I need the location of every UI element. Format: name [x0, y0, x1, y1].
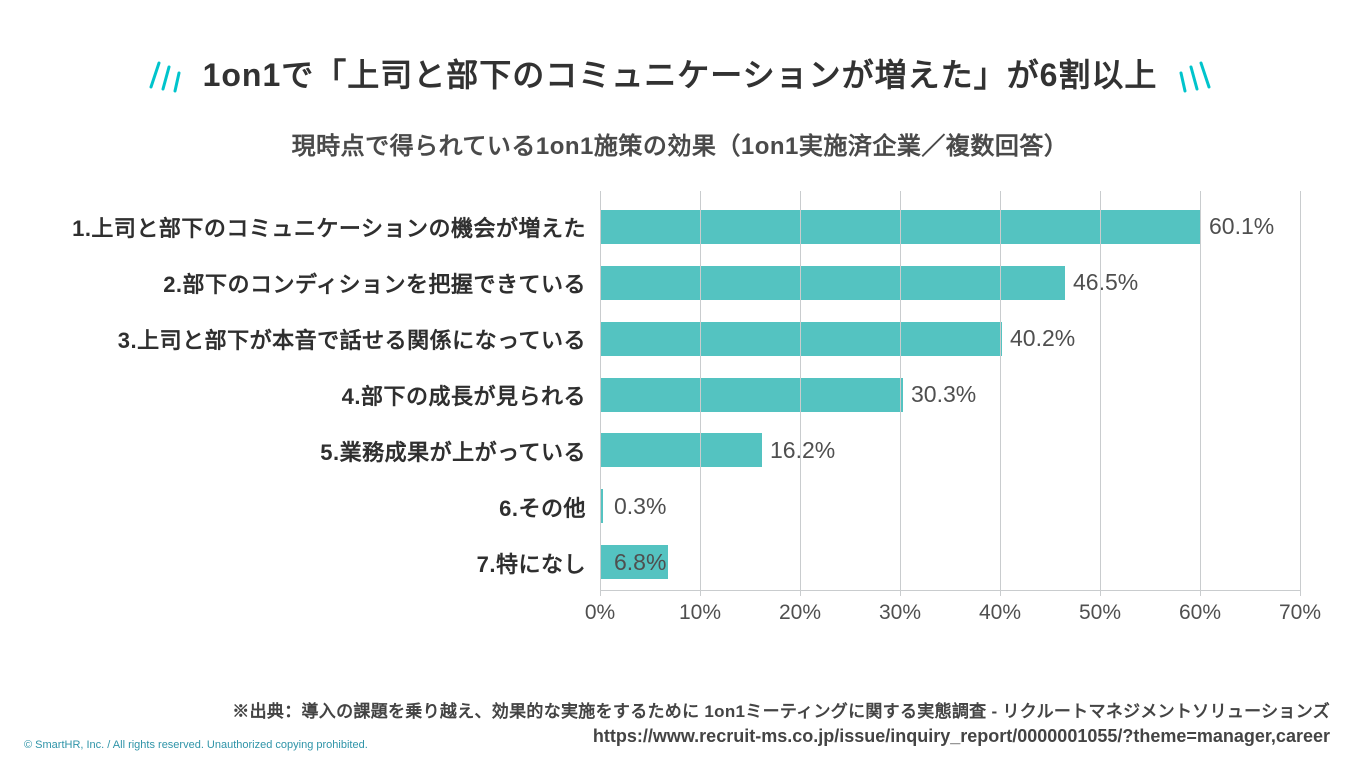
x-tick-label: 70%: [1279, 601, 1321, 625]
gridline: [900, 191, 901, 596]
x-tick-label: 40%: [979, 601, 1021, 625]
y-axis-labels: 1.上司と部下のコミュニケーションの機会が増えた2.部下のコンディションを把握で…: [50, 199, 600, 591]
x-tick-label: 20%: [779, 601, 821, 625]
x-tick-label: 60%: [1179, 601, 1221, 625]
gridline: [1200, 191, 1201, 596]
gridline: [1100, 191, 1101, 596]
bar-value-label: 30.3%: [903, 381, 976, 408]
bar-row: 6.8%: [600, 534, 1300, 590]
gridline: [700, 191, 701, 596]
y-axis-label: 7.特になし: [50, 535, 600, 591]
bar-row: 30.3%: [600, 367, 1300, 423]
bar-row: 0.3%: [600, 478, 1300, 534]
y-axis-label: 1.上司と部下のコミュニケーションの機会が増えた: [50, 199, 600, 255]
bar-row: 40.2%: [600, 311, 1300, 367]
bar-value-label: 40.2%: [1002, 325, 1075, 352]
bar-value-label: 46.5%: [1065, 269, 1138, 296]
gridline: [600, 191, 601, 596]
x-tick-label: 0%: [585, 601, 615, 625]
bar: [600, 322, 1002, 356]
chart-subtitle: 現時点で得られている1on1施策の効果（1on1実施済企業／複数回答）: [50, 126, 1310, 161]
bar-value-label: 60.1%: [1201, 213, 1274, 240]
plot-area: 60.1% 46.5% 40.2% 30.3% 16.2% 0.3% 6.8%: [600, 199, 1300, 591]
title-decoration-left-icon: [145, 53, 181, 93]
bar: [600, 433, 762, 467]
x-tick-label: 50%: [1079, 601, 1121, 625]
y-axis-label: 2.部下のコンディションを把握できている: [50, 255, 600, 311]
bar-row: 60.1%: [600, 199, 1300, 255]
chart: 1.上司と部下のコミュニケーションの機会が増えた2.部下のコンディションを把握で…: [50, 199, 1310, 633]
gridline: [1300, 191, 1301, 596]
bars-container: 60.1% 46.5% 40.2% 30.3% 16.2% 0.3% 6.8%: [600, 199, 1300, 590]
bar: [600, 266, 1065, 300]
y-axis-label: 5.業務成果が上がっている: [50, 423, 600, 479]
bar-row: 46.5%: [600, 255, 1300, 311]
source-note: ※出典：導入の課題を乗り越え、効果的な実施をするために 1on1ミーティングに関…: [80, 697, 1330, 722]
x-tick-label: 30%: [879, 601, 921, 625]
gridline: [1000, 191, 1001, 596]
bar-row: 16.2%: [600, 422, 1300, 478]
bar: [600, 378, 903, 412]
bar-value-label: 0.3%: [606, 493, 666, 520]
bar-value-label: 6.8%: [606, 549, 666, 576]
page-title: 1on1で「上司と部下のコミュニケーションが増えた」が6割以上: [203, 50, 1158, 96]
gridline: [800, 191, 801, 596]
slide: 1on1で「上司と部下のコミュニケーションが増えた」が6割以上 現時点で得られて…: [0, 0, 1360, 765]
title-decoration-right-icon: [1179, 53, 1215, 93]
bar-value-label: 16.2%: [762, 437, 835, 464]
x-tick-label: 10%: [679, 601, 721, 625]
title-row: 1on1で「上司と部下のコミュニケーションが増えた」が6割以上: [50, 50, 1310, 96]
x-axis: 0%10%20%30%40%50%60%70%: [600, 591, 1300, 633]
y-axis-label: 4.部下の成長が見られる: [50, 367, 600, 423]
y-axis-label: 3.上司と部下が本音で話せる関係になっている: [50, 311, 600, 367]
y-axis-label: 6.その他: [50, 479, 600, 535]
copyright: © SmartHR, Inc. / All rights reserved. U…: [24, 739, 368, 751]
